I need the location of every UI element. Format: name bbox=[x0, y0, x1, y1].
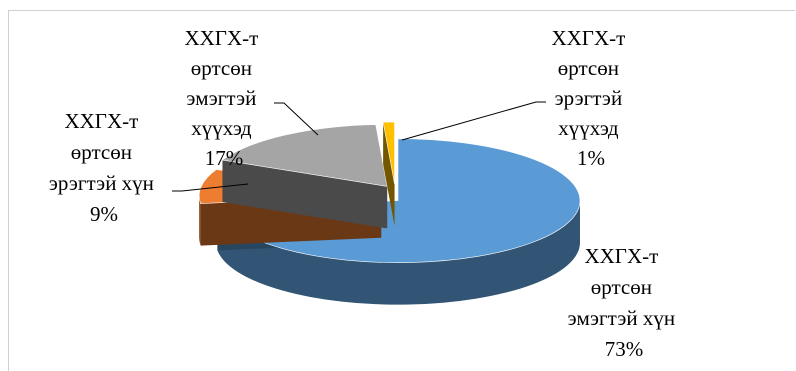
pie-slice-cut-2-0 bbox=[222, 160, 388, 229]
pie-slice-wall-1 bbox=[199, 195, 201, 246]
pie-slice-3 bbox=[382, 121, 395, 227]
chart-area bbox=[8, 10, 795, 371]
slice-label-girl: ХХГХ-т өртсөн эмэгтэй хүүхэд 17% bbox=[184, 26, 263, 170]
leader-line-man bbox=[172, 183, 249, 192]
slice-label-man: ХХГХ-т өртсөн эрэгтэй хүн 9% bbox=[49, 109, 159, 226]
pie-slice-2 bbox=[221, 124, 388, 229]
pie-slice-wall-0 bbox=[217, 200, 581, 305]
leader-line-boy bbox=[401, 101, 546, 141]
slice-label-boy: ХХГХ-т өртсөн эрэгтэй хүүхэд 1% bbox=[551, 26, 630, 170]
pie-slice-top-3 bbox=[382, 121, 395, 185]
slice-label-woman: ХХГХ-т өртсөн эмэгтэй хүн 73% bbox=[568, 244, 681, 361]
pie-slice-top-2 bbox=[221, 124, 388, 187]
pie-slice-cut-3-0 bbox=[383, 122, 395, 227]
leader-line-girl bbox=[274, 102, 319, 136]
